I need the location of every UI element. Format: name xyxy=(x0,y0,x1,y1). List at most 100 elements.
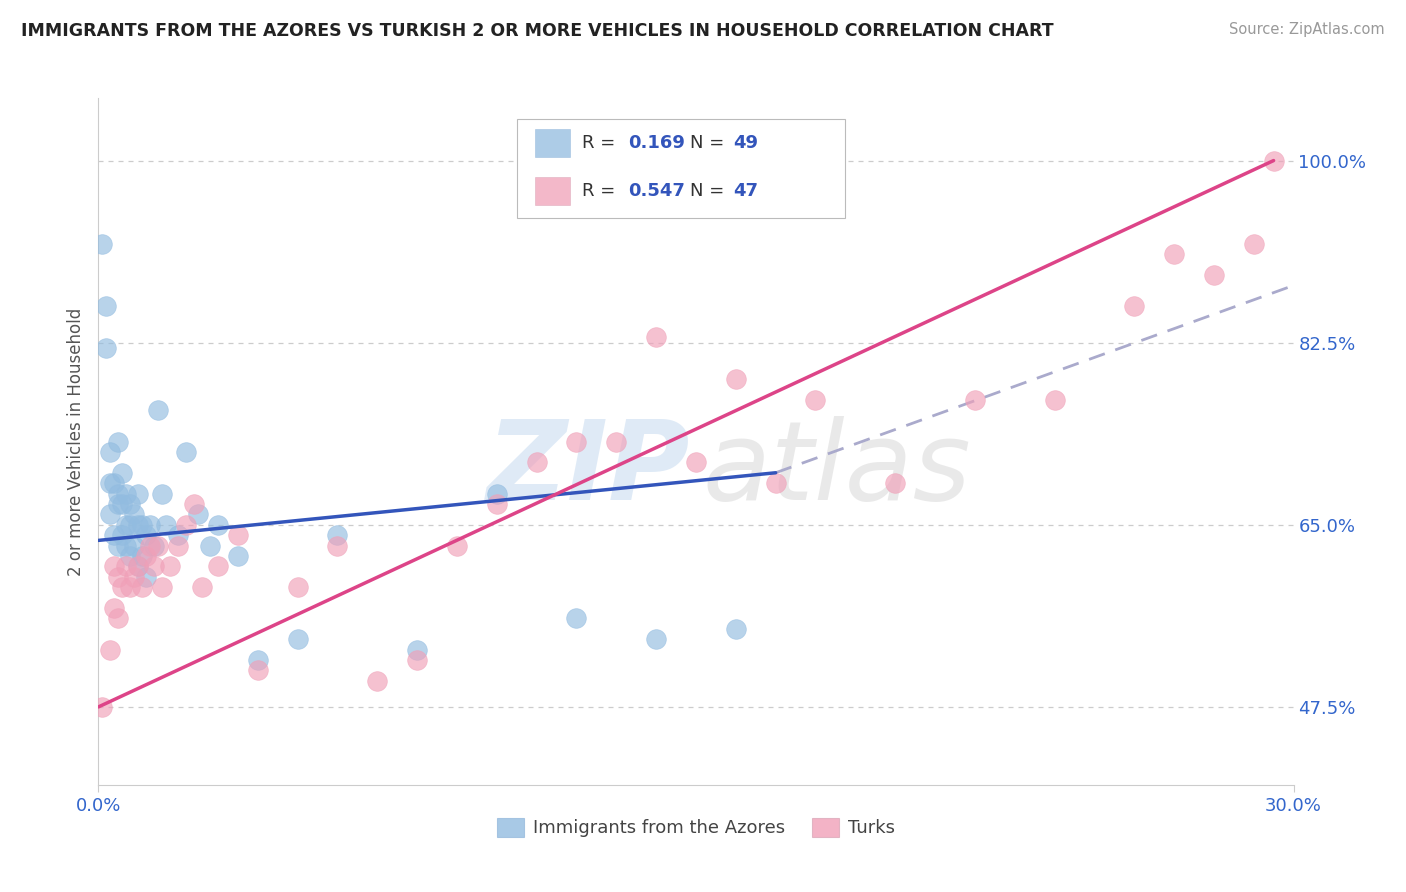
Y-axis label: 2 or more Vehicles in Household: 2 or more Vehicles in Household xyxy=(66,308,84,575)
Point xyxy=(526,455,548,469)
Point xyxy=(1243,236,1265,251)
Text: ZIP: ZIP xyxy=(486,416,690,523)
Point xyxy=(124,570,146,584)
Point xyxy=(565,434,588,449)
Point xyxy=(183,497,205,511)
Point xyxy=(724,372,747,386)
Point xyxy=(107,486,129,500)
Point xyxy=(1163,247,1185,261)
Point xyxy=(207,517,229,532)
FancyBboxPatch shape xyxy=(534,178,571,204)
Point xyxy=(91,236,114,251)
Point xyxy=(111,580,134,594)
Point xyxy=(131,580,153,594)
Text: R =: R = xyxy=(582,182,621,200)
Point xyxy=(198,539,221,553)
Point xyxy=(148,539,170,553)
Point xyxy=(187,508,209,522)
Point xyxy=(150,486,173,500)
Point xyxy=(1043,392,1066,407)
Point xyxy=(155,517,177,532)
Point xyxy=(135,570,157,584)
Point xyxy=(115,539,138,553)
Point xyxy=(91,699,114,714)
Point xyxy=(120,580,142,594)
Point xyxy=(98,508,122,522)
Text: 0.169: 0.169 xyxy=(628,134,685,152)
Point xyxy=(1123,299,1146,313)
Text: Source: ZipAtlas.com: Source: ZipAtlas.com xyxy=(1229,22,1385,37)
Point xyxy=(96,299,118,313)
Point xyxy=(174,517,197,532)
Point xyxy=(135,528,157,542)
Point xyxy=(139,517,162,532)
Point xyxy=(406,653,429,667)
Point xyxy=(1202,268,1225,282)
Point xyxy=(98,476,122,491)
Point xyxy=(96,341,118,355)
Point xyxy=(139,539,162,553)
Text: atlas: atlas xyxy=(702,416,970,523)
Point xyxy=(645,632,668,647)
Text: R =: R = xyxy=(582,134,621,152)
Point xyxy=(131,549,153,563)
Point xyxy=(565,611,588,625)
Point xyxy=(191,580,214,594)
Point xyxy=(127,559,149,574)
Point xyxy=(127,486,149,500)
Point xyxy=(167,539,190,553)
Text: 47: 47 xyxy=(733,182,758,200)
Point xyxy=(226,528,249,542)
Point xyxy=(143,539,166,553)
Point xyxy=(148,403,170,417)
Point xyxy=(366,673,388,688)
Point xyxy=(107,539,129,553)
Point xyxy=(150,580,173,594)
Point xyxy=(98,445,122,459)
Point xyxy=(103,601,125,615)
FancyBboxPatch shape xyxy=(517,119,845,219)
Point xyxy=(605,434,627,449)
Text: 49: 49 xyxy=(733,134,758,152)
Point xyxy=(485,497,508,511)
Point xyxy=(127,517,149,532)
Text: N =: N = xyxy=(690,134,730,152)
Text: N =: N = xyxy=(690,182,730,200)
Point xyxy=(143,559,166,574)
Point xyxy=(326,528,349,542)
Point xyxy=(287,580,309,594)
Point xyxy=(207,559,229,574)
Point xyxy=(159,559,181,574)
Point xyxy=(111,466,134,480)
Point xyxy=(107,497,129,511)
Point xyxy=(103,559,125,574)
Point xyxy=(167,528,190,542)
Point xyxy=(135,549,157,563)
FancyBboxPatch shape xyxy=(534,129,571,156)
Point xyxy=(103,528,125,542)
Point xyxy=(246,664,269,678)
Point xyxy=(226,549,249,563)
Point xyxy=(724,622,747,636)
Point xyxy=(884,476,907,491)
Point xyxy=(98,642,122,657)
Point xyxy=(103,476,125,491)
Text: 0.547: 0.547 xyxy=(628,182,685,200)
Point xyxy=(406,642,429,657)
Point xyxy=(804,392,827,407)
Point xyxy=(645,330,668,344)
Point xyxy=(107,434,129,449)
Point xyxy=(963,392,986,407)
Point xyxy=(124,539,146,553)
Point xyxy=(485,486,508,500)
Point xyxy=(120,517,142,532)
Point xyxy=(685,455,707,469)
Point xyxy=(127,559,149,574)
Point xyxy=(115,517,138,532)
Text: IMMIGRANTS FROM THE AZORES VS TURKISH 2 OR MORE VEHICLES IN HOUSEHOLD CORRELATIO: IMMIGRANTS FROM THE AZORES VS TURKISH 2 … xyxy=(21,22,1053,40)
Point xyxy=(246,653,269,667)
Point xyxy=(115,486,138,500)
Point xyxy=(124,508,146,522)
Point xyxy=(174,445,197,459)
Point xyxy=(107,570,129,584)
